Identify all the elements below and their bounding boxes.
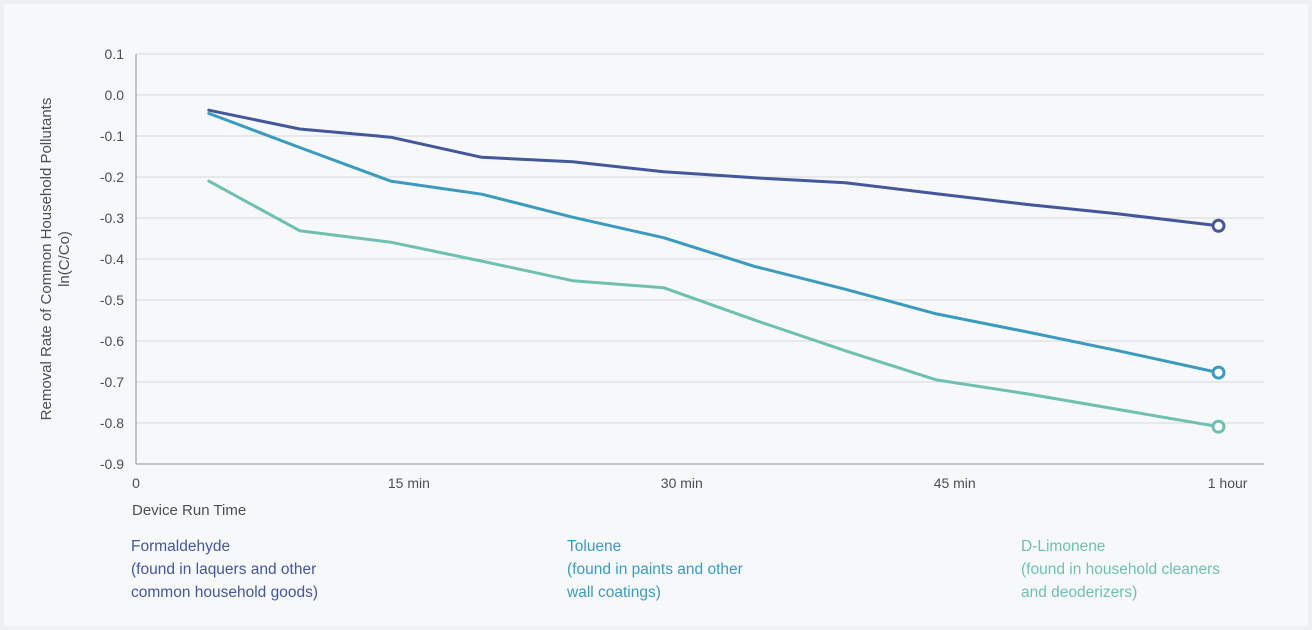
legend-series-note: (found in laquers and other <box>131 561 317 578</box>
y-axis-title: Removal Rate of Common Household Polluta… <box>38 98 55 421</box>
legend-series-note: and deoderizers) <box>1021 584 1138 601</box>
legend-series-note: wall coatings) <box>567 584 661 601</box>
y-tick-label: -0.7 <box>100 374 124 390</box>
series-line-d-limonene <box>207 179 1220 429</box>
y-tick-label: -0.4 <box>100 251 124 267</box>
y-axis-title: ln(C/Co) <box>56 231 73 287</box>
line-chart: 0.1 0.0 -0.1 -0.2 -0.3 -0.4 -0.5 -0.6 -0.7 -0.8 -0… <box>38 46 1264 519</box>
chart-frame: 0.1 0.0 -0.1 -0.2 -0.3 -0.4 -0.5 -0.6 -0.7 -0.8 -0… <box>4 4 1308 626</box>
x-tick-label: 45 min <box>934 475 976 491</box>
series-line-formaldehyde <box>207 108 1220 228</box>
x-tick-label: 0 <box>132 475 140 491</box>
y-tick-label: -0.1 <box>100 128 124 144</box>
legend-series-note: (found in paints and other <box>567 561 743 578</box>
legend-series-name: D-Limonene <box>1021 538 1106 555</box>
y-tick-label: -0.5 <box>100 292 124 308</box>
x-tick-label: 15 min <box>388 475 430 491</box>
legend-series-note: common household goods) <box>131 584 318 601</box>
legend-item: D-Limonene (found in household cleaners an… <box>1021 535 1220 604</box>
y-tick-label: -0.3 <box>100 210 124 226</box>
y-tick-label: -0.2 <box>100 169 124 185</box>
x-tick-label: 1 hour <box>1208 475 1248 491</box>
legend-item: Toluene (found in paints and other wall co… <box>567 535 743 604</box>
legend-series-name: Formaldehyde <box>131 538 231 555</box>
legend-item: Formaldehyde (found in laquers and other c… <box>131 535 318 604</box>
y-tick-label: -0.9 <box>100 456 124 472</box>
series-end-marker <box>1211 218 1226 233</box>
series-end-marker <box>1211 419 1226 434</box>
series-line-toluene <box>207 111 1220 375</box>
y-tick-label: -0.6 <box>100 333 124 349</box>
y-tick-label: 0.1 <box>105 46 125 62</box>
legend-series-note: (found in household cleaners <box>1021 561 1221 578</box>
x-tick-label: 30 min <box>661 475 703 491</box>
y-tick-label: 0.0 <box>105 87 125 103</box>
y-tick-label: -0.8 <box>100 415 124 431</box>
x-axis-title: Device Run Time <box>132 502 246 519</box>
legend-series-name: Toluene <box>567 538 622 555</box>
series-end-marker <box>1211 365 1226 380</box>
